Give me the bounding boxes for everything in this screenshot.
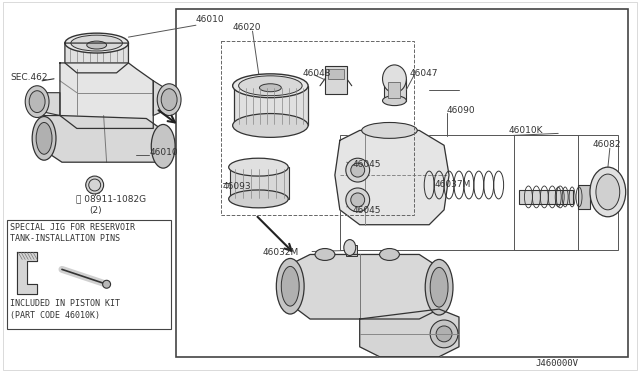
Polygon shape — [65, 43, 129, 73]
Text: SEC.462: SEC.462 — [10, 73, 48, 82]
Bar — [518, 190, 573, 204]
Text: 46037M: 46037M — [434, 180, 470, 189]
Ellipse shape — [228, 190, 288, 208]
Text: 46045: 46045 — [353, 160, 381, 169]
Ellipse shape — [425, 259, 453, 315]
Text: J460000V: J460000V — [535, 359, 578, 368]
Ellipse shape — [233, 74, 308, 98]
Text: 46093: 46093 — [223, 182, 252, 191]
Text: TANK-INSTALLATION PINS: TANK-INSTALLATION PINS — [10, 234, 120, 243]
Circle shape — [102, 280, 111, 288]
Bar — [221, 41, 414, 215]
Ellipse shape — [161, 89, 177, 110]
Ellipse shape — [32, 116, 56, 160]
Bar — [340, 135, 578, 250]
Ellipse shape — [430, 267, 448, 307]
Ellipse shape — [383, 96, 406, 106]
Text: 46048: 46048 — [302, 69, 331, 78]
Ellipse shape — [430, 320, 458, 348]
Ellipse shape — [87, 41, 107, 49]
Text: 46010: 46010 — [149, 148, 178, 157]
Ellipse shape — [151, 125, 175, 168]
Ellipse shape — [25, 86, 49, 118]
Ellipse shape — [157, 84, 181, 116]
Ellipse shape — [596, 174, 620, 210]
Polygon shape — [17, 251, 37, 294]
Ellipse shape — [436, 326, 452, 342]
Ellipse shape — [344, 240, 356, 256]
Polygon shape — [153, 81, 169, 116]
Bar — [176, 9, 628, 357]
Polygon shape — [37, 93, 60, 116]
Ellipse shape — [282, 266, 299, 306]
Bar — [325, 66, 347, 94]
Bar — [346, 244, 356, 256]
Text: 46032M: 46032M — [262, 247, 299, 257]
Text: ⓝ 08911-1082G: ⓝ 08911-1082G — [76, 194, 146, 203]
Text: SPECIAL JIG FOR RESERVOIR: SPECIAL JIG FOR RESERVOIR — [10, 223, 135, 232]
Circle shape — [346, 188, 370, 212]
Ellipse shape — [29, 91, 45, 113]
Polygon shape — [60, 63, 153, 128]
Ellipse shape — [228, 158, 288, 176]
Text: (PART CODE 46010K): (PART CODE 46010K) — [10, 311, 100, 320]
Circle shape — [346, 158, 370, 182]
Bar — [230, 167, 289, 199]
Ellipse shape — [239, 76, 302, 96]
Bar — [513, 135, 618, 250]
Text: 46047: 46047 — [410, 69, 438, 78]
Ellipse shape — [383, 65, 406, 93]
Ellipse shape — [233, 113, 308, 137]
Text: 46010K: 46010K — [509, 126, 543, 135]
Ellipse shape — [276, 259, 304, 314]
Ellipse shape — [36, 122, 52, 154]
Ellipse shape — [590, 167, 626, 217]
Ellipse shape — [71, 35, 122, 51]
Ellipse shape — [259, 84, 282, 92]
Text: (2): (2) — [90, 206, 102, 215]
Ellipse shape — [315, 248, 335, 260]
Text: 46010: 46010 — [196, 15, 225, 24]
Polygon shape — [335, 131, 449, 225]
Polygon shape — [290, 254, 439, 319]
Circle shape — [351, 193, 365, 207]
Ellipse shape — [380, 248, 399, 260]
Polygon shape — [360, 309, 459, 357]
Polygon shape — [44, 116, 163, 162]
Bar — [7, 220, 171, 329]
Bar — [578, 185, 590, 209]
Text: 46045: 46045 — [353, 206, 381, 215]
Bar — [388, 82, 401, 98]
Text: 46090: 46090 — [447, 106, 476, 115]
Bar — [383, 79, 406, 101]
Text: INCLUDED IN PISTON KIT: INCLUDED IN PISTON KIT — [10, 299, 120, 308]
Circle shape — [86, 176, 104, 194]
Ellipse shape — [362, 122, 417, 138]
Text: 46020: 46020 — [233, 23, 261, 32]
Text: 46082: 46082 — [593, 140, 621, 149]
Circle shape — [351, 163, 365, 177]
Bar — [234, 86, 308, 125]
Ellipse shape — [65, 33, 129, 53]
Bar — [328, 69, 344, 79]
